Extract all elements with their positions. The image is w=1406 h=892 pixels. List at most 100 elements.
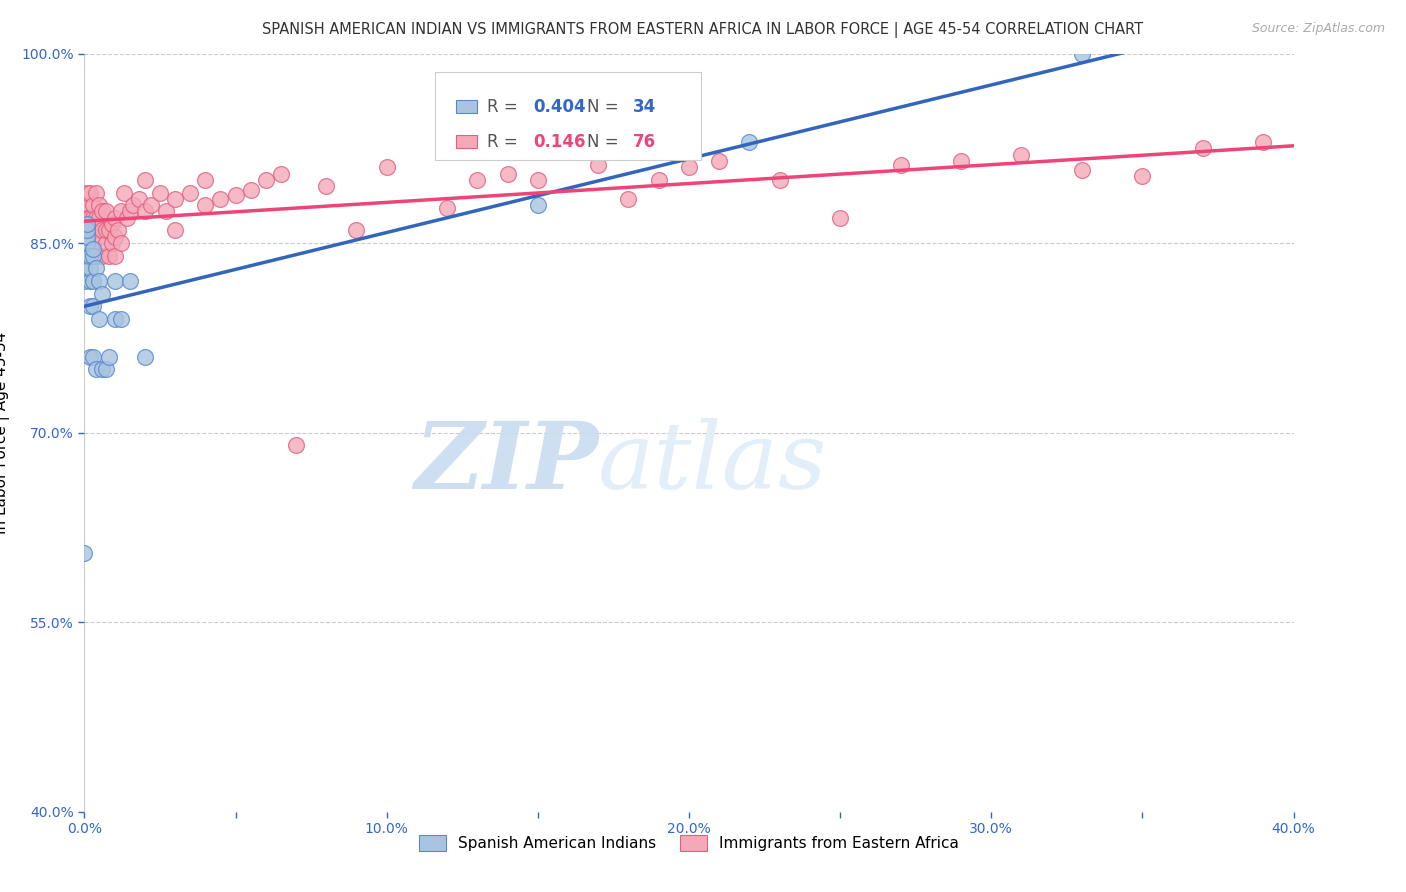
Text: atlas: atlas: [599, 418, 828, 508]
Point: [82, 249, 104, 263]
Point: [107, 223, 129, 237]
Point: [104, 211, 127, 225]
Point: [82, 236, 104, 251]
Point: [76, 217, 98, 231]
Point: [239, 183, 262, 197]
Point: [89, 198, 111, 212]
Point: [82, 243, 104, 257]
Point: [375, 161, 398, 175]
Point: [346, 223, 368, 237]
Point: [1130, 169, 1153, 183]
Text: ZIP: ZIP: [413, 418, 599, 508]
Text: 34: 34: [633, 97, 657, 116]
Point: [82, 198, 104, 212]
Point: [86, 223, 108, 237]
Point: [82, 211, 104, 225]
Point: [315, 179, 337, 194]
Point: [436, 201, 458, 215]
Point: [254, 173, 277, 187]
Point: [73, 261, 96, 276]
Point: [76, 249, 98, 263]
Point: [225, 188, 247, 202]
Point: [527, 198, 550, 212]
Point: [1011, 147, 1033, 161]
Point: [769, 173, 792, 187]
Point: [94, 236, 117, 251]
Point: [128, 192, 150, 206]
Text: R =: R =: [486, 133, 529, 151]
Point: [165, 223, 187, 237]
Text: N =: N =: [588, 133, 624, 151]
Point: [285, 438, 308, 452]
Point: [89, 312, 111, 326]
Point: [104, 274, 127, 288]
Point: [118, 274, 141, 288]
Point: [91, 286, 114, 301]
Point: [149, 186, 172, 200]
Point: [709, 153, 731, 168]
Point: [648, 173, 671, 187]
Point: [112, 186, 135, 200]
Point: [82, 274, 104, 288]
Point: [79, 249, 101, 263]
Point: [100, 217, 122, 231]
Point: [890, 158, 912, 172]
Point: [139, 198, 162, 212]
Point: [86, 186, 108, 200]
Text: SPANISH AMERICAN INDIAN VS IMMIGRANTS FROM EASTERN AFRICA IN LABOR FORCE | AGE 4: SPANISH AMERICAN INDIAN VS IMMIGRANTS FR…: [263, 22, 1143, 38]
Point: [110, 204, 132, 219]
Text: 76: 76: [633, 133, 657, 151]
Point: [86, 211, 108, 225]
Point: [97, 249, 120, 263]
Point: [91, 223, 114, 237]
Point: [79, 299, 101, 313]
Point: [830, 211, 852, 225]
Point: [179, 186, 201, 200]
Point: [1071, 162, 1094, 177]
Point: [76, 186, 98, 200]
Point: [86, 249, 108, 263]
Point: [94, 204, 117, 219]
Point: [194, 198, 217, 212]
Point: [110, 236, 132, 251]
Point: [165, 192, 187, 206]
Point: [738, 135, 761, 149]
Point: [270, 167, 292, 181]
Point: [79, 274, 101, 288]
Point: [678, 161, 700, 175]
Point: [79, 211, 101, 225]
Point: [79, 350, 101, 364]
Y-axis label: In Labor Force | Age 45-54: In Labor Force | Age 45-54: [0, 332, 10, 533]
Point: [467, 173, 489, 187]
Point: [950, 153, 973, 168]
Point: [115, 211, 138, 225]
Point: [79, 223, 101, 237]
Point: [155, 204, 177, 219]
Point: [1071, 46, 1094, 61]
Point: [76, 236, 98, 251]
Point: [73, 198, 96, 212]
Text: Source: ZipAtlas.com: Source: ZipAtlas.com: [1251, 22, 1385, 36]
Point: [134, 204, 156, 219]
Point: [89, 229, 111, 244]
Point: [79, 186, 101, 200]
FancyBboxPatch shape: [434, 72, 702, 160]
Point: [91, 362, 114, 376]
Point: [82, 350, 104, 364]
Point: [134, 173, 156, 187]
Text: 0.404: 0.404: [533, 97, 585, 116]
Point: [89, 211, 111, 225]
Point: [94, 223, 117, 237]
Point: [97, 223, 120, 237]
Point: [104, 312, 127, 326]
Point: [527, 173, 550, 187]
Point: [588, 158, 610, 172]
Point: [496, 167, 519, 181]
Point: [79, 261, 101, 276]
Legend: Spanish American Indians, Immigrants from Eastern Africa: Spanish American Indians, Immigrants fro…: [412, 829, 966, 857]
Point: [194, 173, 217, 187]
Point: [86, 362, 108, 376]
Point: [91, 204, 114, 219]
Point: [617, 192, 640, 206]
Point: [110, 312, 132, 326]
